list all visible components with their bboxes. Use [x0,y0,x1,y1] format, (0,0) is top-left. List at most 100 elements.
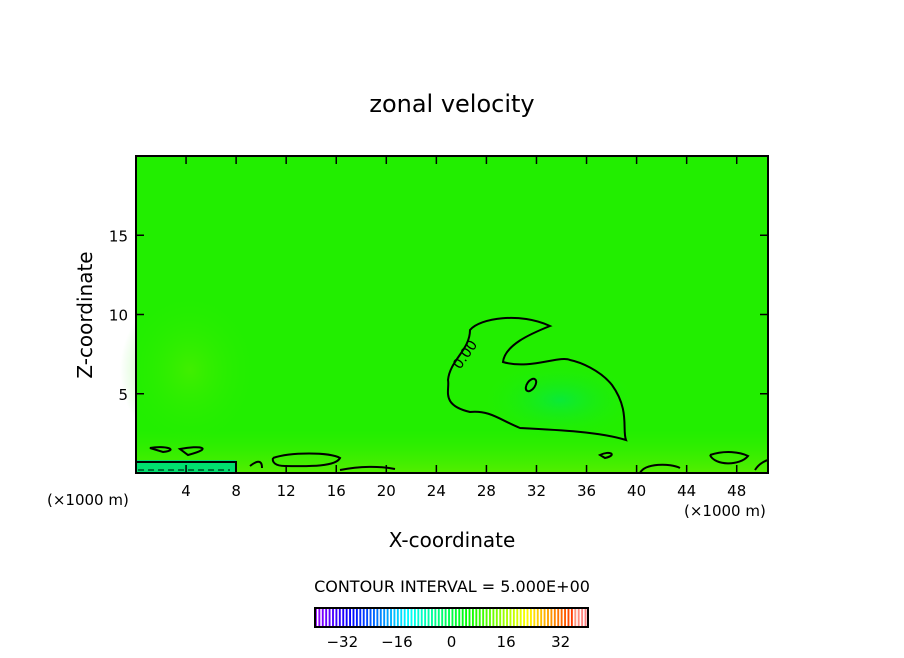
colorbar-frame [314,607,589,628]
colorbar-swatch [564,608,566,627]
colorbar-swatch [448,608,450,627]
colorbar-swatch [543,608,546,627]
colorbar-swatch [431,608,433,627]
colorbar-swatch [526,608,529,627]
colorbar-swatch [506,608,508,627]
colorbar-tick-label: −32 [326,633,358,651]
colorbar-swatch [540,608,543,627]
colorbar-swatch [581,608,584,627]
x-tick-label: 28 [477,482,496,500]
colorbar-swatch [547,608,549,627]
x-tick-label: 4 [181,482,191,500]
colorbar-swatch [393,608,396,627]
colorbar-swatch [369,608,372,627]
colorbar-swatch [427,608,430,627]
colorbar-swatch [413,608,416,627]
colorbar [315,608,587,627]
colorbar-tick-label: 16 [497,633,516,651]
colorbar-swatch [492,608,495,627]
colorbar-swatch [523,608,526,627]
colorbar-swatch [485,608,488,627]
colorbar-tick-label: −16 [381,633,413,651]
colorbar-swatch [441,608,444,627]
colorbar-swatch [577,608,580,627]
contour-line [524,377,538,393]
colorbar-swatch [584,608,587,627]
contour-line [136,446,769,474]
chart-title: zonal velocity [369,90,534,118]
x-tick-label: 8 [231,482,241,500]
colorbar-swatch [379,608,382,627]
x-tick-label: 44 [677,482,696,500]
colorbar-swatch [321,608,324,627]
x-tick-label: 32 [527,482,546,500]
colorbar-swatch [557,608,560,627]
colorbar-swatch [325,608,328,627]
colorbar-swatch [461,608,464,627]
y-axis: 5 10 15 [109,227,768,404]
colorbar-swatch [509,608,512,627]
colorbar-swatch [451,608,454,627]
colorbar-swatch [454,608,457,627]
colorbar-swatch [407,608,410,627]
colorbar-swatch [529,608,532,627]
colorbar-swatch [366,608,369,627]
x-tick-label: 48 [727,482,746,500]
colorbar-swatch [553,608,556,627]
colorbar-swatch [512,608,515,627]
colorbar-tick-label: 32 [551,633,570,651]
colorbar-swatch [550,608,553,627]
field-blob [120,290,260,450]
field-blob [480,360,640,440]
colorbar-swatch [468,608,471,627]
colorbar-tick-label: 0 [447,633,457,651]
colorbar-swatch [516,608,519,627]
colorbar-swatch [458,608,461,627]
colorbar-swatch [342,608,345,627]
colorbar-swatch [574,608,577,627]
colorbar-swatch [332,608,334,627]
colorbar-swatch [403,608,406,627]
colorbar-ticks: −32 −16 0 16 32 [326,633,570,651]
colorbar-swatch [444,608,447,627]
colorbar-swatch [482,608,485,627]
colorbar-swatch [349,608,352,627]
colorbar-swatch [383,608,386,627]
x-unit-right: (×1000 m) [684,502,766,520]
colorbar-swatch [335,608,338,627]
colorbar-swatch [328,608,331,627]
colorbar-swatch [410,608,413,627]
colorbar-swatch [424,608,427,627]
x-tick-label: 20 [377,482,396,500]
colorbar-swatch [396,608,399,627]
x-axis: 4 8 12 16 20 24 28 32 36 40 44 48 [181,156,746,500]
colorbar-swatch [495,608,498,627]
x-tick-label: 40 [627,482,646,500]
colorbar-swatch [400,608,403,627]
colorbar-swatch [502,608,505,627]
colorbar-swatch [362,608,365,627]
y-axis-label: Z-coordinate [73,251,97,378]
plot-area: 0.00 [120,155,769,474]
colorbar-swatch [390,608,392,627]
x-unit-left: (×1000 m) [47,491,129,509]
colorbar-swatch [386,608,389,627]
x-tick-label: 16 [327,482,346,500]
colorbar-swatch [471,608,474,627]
colorbar-swatch [338,608,341,627]
colorbar-swatch [417,608,420,627]
colorbar-swatch [465,608,468,627]
colorbar-swatch [355,608,358,627]
contour-line [446,316,628,442]
colorbar-swatch [434,608,437,627]
colorbar-swatch [560,608,563,627]
colorbar-swatch [359,608,362,627]
y-tick-label: 10 [109,307,128,325]
x-tick-label: 12 [277,482,296,500]
contour-interval-text: CONTOUR INTERVAL = 5.000E+00 [314,577,590,596]
x-axis-label: X-coordinate [389,528,516,552]
colorbar-swatch [567,608,570,627]
colorbar-swatch [437,608,440,627]
colorbar-swatch [533,608,536,627]
